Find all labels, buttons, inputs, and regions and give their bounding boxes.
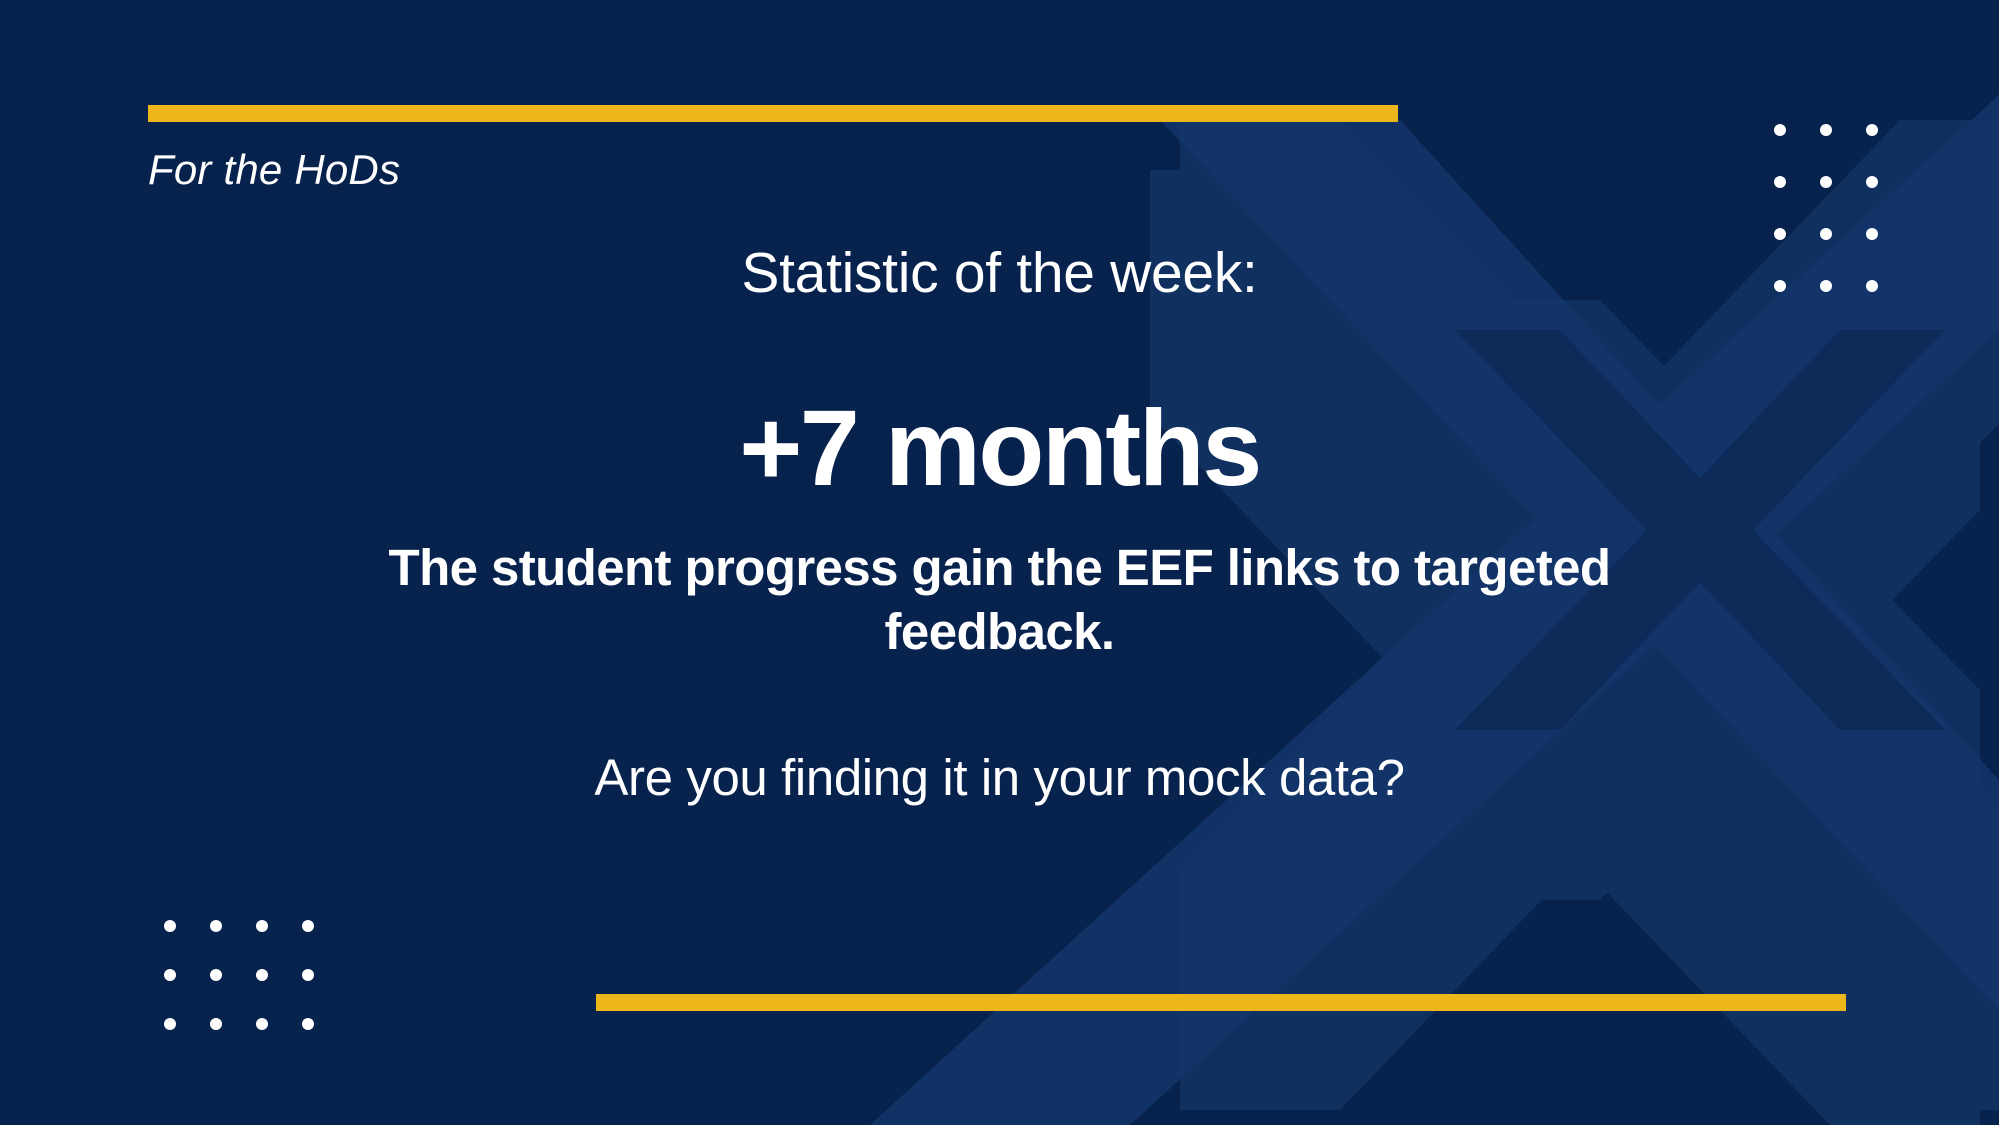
main-content: Statistic of the week: +7 months The stu…: [0, 242, 1999, 808]
stat-value: +7 months: [739, 386, 1262, 508]
call-to-action-question: Are you finding it in your mock data?: [594, 748, 1405, 806]
dot-icon: [1866, 280, 1878, 292]
dot-icon: [164, 968, 176, 981]
dot-icon: [256, 919, 268, 932]
dot-icon: [1866, 228, 1878, 240]
kicker-heading: Statistic of the week:: [741, 241, 1258, 305]
eyebrow-label: For the HoDs: [148, 146, 401, 193]
dot-icon: [256, 1017, 268, 1030]
bottom-accent-rule: [596, 994, 1846, 1011]
dot-icon: [302, 1017, 314, 1030]
dot-icon: [1866, 124, 1878, 136]
stat-description: The student progress gain the EEF links …: [388, 539, 1612, 661]
dot-icon: [1820, 228, 1832, 240]
dot-icon: [1774, 228, 1786, 240]
dot-icon: [256, 968, 268, 981]
top-accent-rule: [148, 105, 1398, 122]
dot-icon: [164, 919, 176, 932]
dot-icon: [210, 1017, 222, 1030]
dot-icon: [164, 1017, 176, 1030]
dot-icon: [1774, 176, 1786, 188]
dot-icon: [302, 968, 314, 981]
dot-icon: [1820, 124, 1832, 136]
dot-icon: [1774, 280, 1786, 292]
dot-grid-top-right: [1757, 104, 1895, 312]
dot-icon: [1866, 176, 1878, 188]
dot-icon: [302, 919, 314, 932]
dot-icon: [1774, 124, 1786, 136]
dot-icon: [210, 968, 222, 981]
dot-icon: [1820, 176, 1832, 188]
dot-icon: [210, 919, 222, 932]
dot-grid-bottom-left: [147, 901, 331, 1048]
dot-icon: [1820, 280, 1832, 292]
